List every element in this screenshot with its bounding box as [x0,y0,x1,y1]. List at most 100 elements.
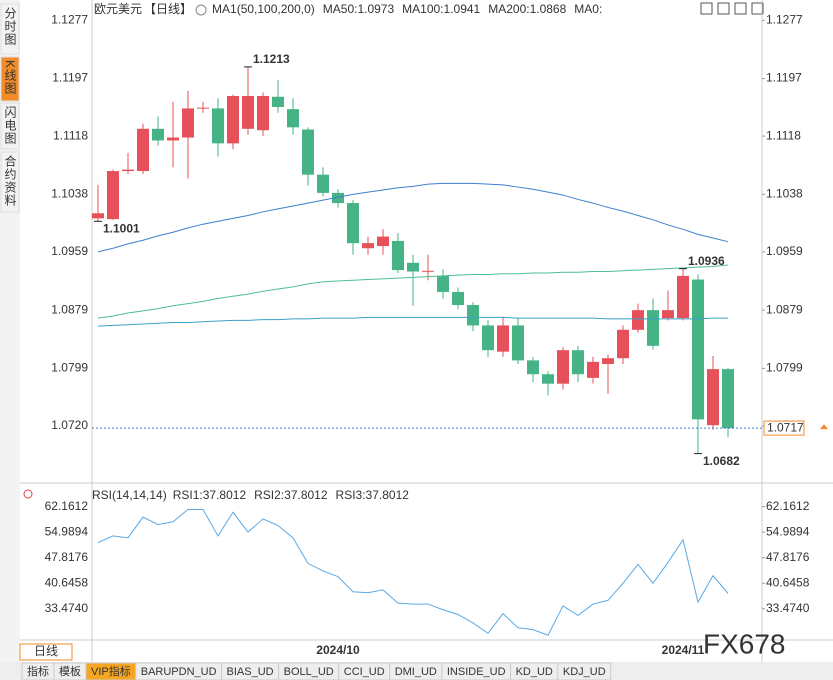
sidebar-tab[interactable] [0,56,20,102]
rsi-line [97,508,729,636]
legend-value: 1.0941 [444,2,481,16]
ma-line [97,182,729,253]
y-tick-label: 54.9894 [766,524,810,538]
icon[interactable] [700,2,713,15]
bottom-tab-label[interactable]: DMI_UD [395,666,437,678]
x-tick-label: 2024/11 [662,643,705,657]
candle-body [332,192,344,204]
bottom-tab-label[interactable]: VIP指标 [91,664,131,678]
candle-body [467,305,479,326]
legend-name: MA50: [323,2,358,16]
rsi-icon [23,489,33,499]
sidebar-tab-label: 闪电图 [3,106,17,145]
y-tick-label: 1.0720 [51,418,88,432]
candle-body [197,107,209,109]
y-tick-label: 33.4740 [45,601,89,615]
legend-value: 37.8012 [284,488,328,502]
sidebar-tab-label: 分时图 [3,7,17,46]
legend-name: RSI1: [173,488,203,502]
y-tick-label: 1.1118 [766,128,801,142]
legend-name: MA100: [402,2,443,16]
y-tick-label: 1.0799 [51,361,88,375]
icon[interactable] [717,2,730,15]
period-button-label[interactable]: 日线 [34,644,58,658]
annotation-label: 1.0936 [688,254,725,268]
header-icon [195,4,207,16]
y-tick-label: 1.1038 [51,187,88,201]
candle-body [617,329,629,359]
candle-body [152,128,164,141]
bottom-tab-label[interactable]: 模板 [59,664,81,678]
icon[interactable] [734,2,747,15]
legend-name: RSI3: [336,488,366,502]
candle-body [257,96,269,131]
candle-body [317,174,329,193]
y-tick-label: 47.8176 [45,550,89,564]
last-price-marker [820,424,828,430]
sidebar-tab[interactable] [0,151,20,213]
last-price-box [763,420,805,436]
bottom-tab-label[interactable]: BIAS_UD [227,666,274,678]
annotation-label: 1.0682 [703,454,740,468]
candle-body [572,350,584,375]
sidebar-tab[interactable] [0,102,20,150]
candle-body [287,109,299,128]
period-button[interactable] [19,643,73,661]
legend-value: 37.8012 [366,488,410,502]
y-tick-label: 1.0879 [766,302,803,316]
y-tick-label: 54.9894 [45,524,89,538]
candle-body [647,310,659,346]
candle-body [347,203,359,244]
candle-body [602,358,614,365]
watermark: FX678 [703,628,786,659]
candle-body [692,279,704,420]
candle-body [242,96,254,129]
y-tick-label: 47.8176 [766,550,810,564]
bottom-tab-label[interactable]: BOLL_UD [284,666,334,678]
candle-body [227,96,239,144]
y-tick-label: 1.1038 [766,187,803,201]
candle-body [437,275,449,292]
legend-value: 1.0973 [357,2,394,16]
y-tick-label: 1.0959 [766,244,803,258]
legend-value: 37.8012 [203,488,247,502]
candle-body [362,243,374,249]
sidebar-tab[interactable] [0,3,20,55]
candle-body [92,213,104,219]
candle-body [107,171,119,220]
y-tick-label: 33.4740 [766,601,810,615]
candle-body [512,325,524,361]
bottom-tab-label[interactable]: KDJ_UD [563,666,606,678]
candle-body [182,108,194,138]
y-tick-label: 1.1197 [52,71,88,85]
y-tick-label: 1.1118 [53,128,88,142]
bottom-tab-label[interactable]: INSIDE_UD [447,666,506,678]
chart-title: 欧元美元 [94,2,142,16]
bottom-tab-label[interactable]: CCI_UD [344,666,385,678]
indicator: MA1(50,100,200,0) [212,2,315,16]
candle-body [677,275,689,319]
candle-body [377,236,389,247]
y-tick-label: 1.0959 [51,244,88,258]
candle-body [482,325,494,351]
bottom-tab-label[interactable]: 指标 [27,664,49,678]
candle-body [302,129,314,175]
bottom-tab-label[interactable]: BARUPDN_UD [141,666,217,678]
candle-body [557,350,569,384]
y-tick-label: 40.6458 [766,575,810,589]
legend-value: 1.0868 [530,2,567,16]
last-price-label: 1.0717 [767,420,804,434]
y-tick-label: 1.1277 [51,12,88,26]
period: 【日线】 [144,2,192,16]
y-tick-label: 62.1612 [45,499,89,513]
candle-body [212,108,224,144]
y-tick-label: 1.1277 [766,12,803,26]
candle-body [137,128,149,172]
candle-body [662,310,674,319]
candle-body [722,369,734,429]
bottom-tab[interactable] [557,662,612,680]
icon[interactable] [751,2,764,15]
bottom-tab-label[interactable]: KD_UD [516,666,553,678]
